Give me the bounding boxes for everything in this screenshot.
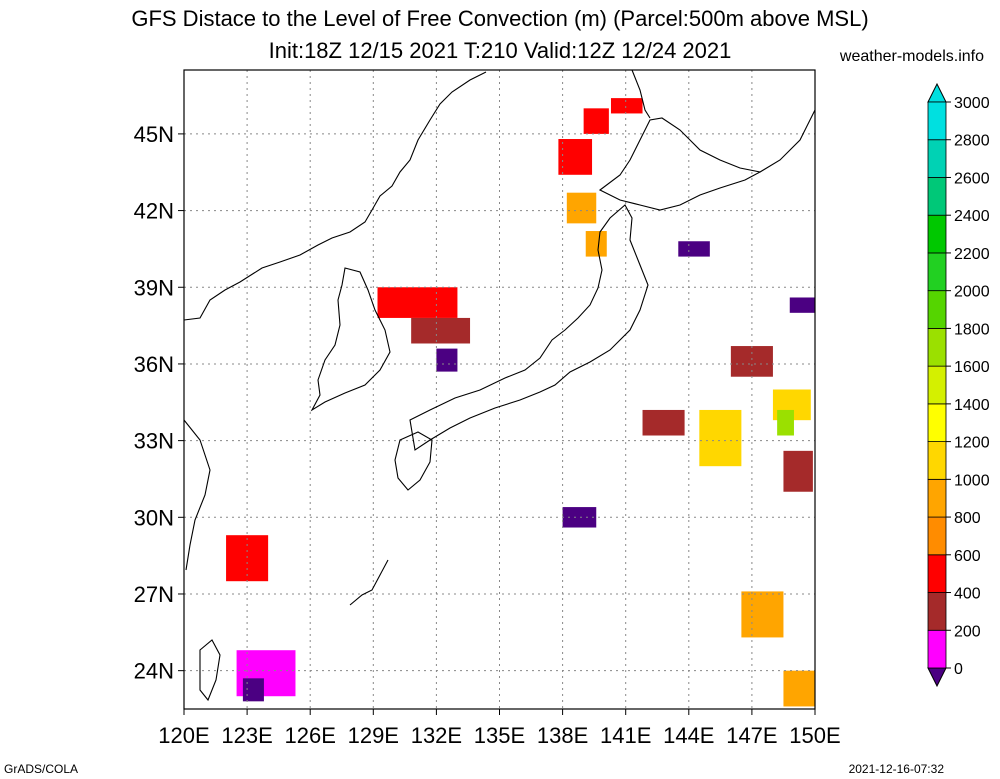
lon-tick-label-2: 126E (285, 723, 336, 748)
footer-timestamp: 2021-12-16-07:32 (848, 762, 944, 776)
lat-tick-label-3: 33N (134, 429, 174, 454)
colorbar-label-0: 0 (954, 661, 963, 678)
field-cell-pacific-east-brown-1 (730, 346, 773, 377)
colorbar-segment-14 (927, 101, 947, 141)
field-cell-korea-band-brown-0 (411, 317, 471, 344)
lat-tick-label-0: 24N (134, 659, 174, 684)
coastline-layer (183, 69, 816, 702)
lat-tick-label-1: 27N (134, 582, 174, 607)
colorbar-label-1: 200 (954, 623, 981, 640)
field-cell-pacific-east-brown-2 (783, 450, 813, 492)
lat-tick-label-5: 39N (134, 275, 174, 300)
field-cell-japan-sea-north-0 (566, 192, 597, 224)
field-cell-korea-purple-0 (436, 348, 458, 372)
lon-tick-label-8: 144E (663, 723, 714, 748)
colorbar-label-12: 2400 (954, 208, 990, 225)
lon-tick-label-4: 132E (411, 723, 462, 748)
lon-tick-label-10: 150E (789, 723, 840, 748)
colorbar-label-7: 1400 (954, 397, 990, 414)
colorbar-segment-0 (927, 629, 947, 669)
colorbar-label-15: 3000 (954, 95, 990, 112)
field-cell-japan-sea-north-1 (585, 231, 607, 257)
colorbar-label-14: 2800 (954, 133, 990, 150)
colorbar-label-13: 2600 (954, 170, 990, 187)
coastline-kyushu (394, 431, 433, 491)
lfc-field-layer (226, 98, 815, 707)
field-cell-pacific-east-yellow-0 (699, 409, 742, 467)
colorbar-segment-7 (927, 365, 947, 405)
field-cell-pacific-green-0 (777, 409, 794, 436)
lon-tick-label-1: 123E (221, 723, 272, 748)
coastline-honshu (409, 204, 649, 451)
field-cell-okinawa-red-0 (226, 535, 269, 582)
colorbar-label-10: 2000 (954, 284, 990, 301)
colorbar-segment-6 (927, 403, 947, 443)
colorbar-min-arrow (927, 667, 947, 688)
coastline-mainland (183, 71, 487, 321)
colorbar-label-3: 600 (954, 548, 981, 565)
colorbar-label-4: 800 (954, 510, 981, 527)
colorbar-label-6: 1200 (954, 435, 990, 452)
grid-lines (184, 70, 815, 709)
colorbar-segment-12 (927, 177, 947, 216)
lon-tick-label-5: 135E (474, 723, 525, 748)
colorbar-segment-11 (927, 214, 947, 254)
lat-tick-label-6: 42N (134, 199, 174, 224)
colorbar-segment-2 (927, 554, 947, 593)
field-cell-taiwan-purple-0 (242, 678, 264, 702)
colorbar-label-9: 1800 (954, 321, 990, 338)
coastline-china-south (183, 419, 211, 571)
field-cell-hokkaido-west-1 (610, 98, 643, 114)
colorbar-label-5: 1000 (954, 472, 990, 489)
colorbar-segment-9 (927, 290, 947, 329)
coastline-ryukyu (349, 559, 389, 606)
coastline-sakhalin (631, 69, 651, 119)
colorbar-segment-1 (927, 592, 947, 631)
axis-ticks: 120E 123E 126E 129E 132E 135E 138E 141E 144E 147E… (134, 122, 841, 748)
colorbar-label-2: 400 (954, 586, 981, 603)
colorbar-segment-8 (927, 327, 947, 367)
lat-tick-label-7: 45N (134, 122, 174, 147)
colorbar-segment-13 (927, 139, 947, 178)
lat-tick-label-2: 30N (134, 505, 174, 530)
field-cell-korea-band-0 (377, 287, 458, 318)
field-cell-east-purple-1 (789, 297, 815, 313)
map-subtitle: Init:18Z 12/15 2021 T:210 Valid:12Z 12/2… (268, 38, 732, 63)
colorbar: 0 200 400 600 800 1000 1200 1400 1600 1800 2000 220… (927, 82, 990, 688)
field-cell-southeast-orange-1 (783, 670, 815, 707)
lon-tick-label-3: 129E (348, 723, 399, 748)
lon-tick-label-0: 120E (158, 723, 209, 748)
coastline-kuril (759, 109, 816, 173)
field-cell-south-purple-0 (562, 507, 597, 528)
field-cell-hokkaido-west-0 (583, 108, 609, 134)
field-cell-hokkaido-west-2 (558, 139, 593, 175)
coastline-hokkaido (598, 117, 762, 211)
footer-grads-label: GrADS/COLA (4, 762, 79, 776)
lat-tick-label-4: 36N (134, 352, 174, 377)
coastline-taiwan (199, 639, 221, 702)
colorbar-segment-10 (927, 252, 947, 292)
colorbar-segment-5 (927, 441, 947, 480)
field-cell-southeast-orange-0 (741, 591, 784, 638)
colorbar-segment-3 (927, 516, 947, 556)
lon-tick-label-6: 138E (537, 723, 588, 748)
colorbar-max-arrow (927, 82, 947, 103)
colorbar-segment-4 (927, 478, 947, 518)
lon-tick-label-7: 141E (600, 723, 651, 748)
coastline-korea (310, 267, 391, 412)
field-cell-east-purple-0 (678, 241, 710, 257)
field-cell-pacific-east-brown-0 (642, 409, 685, 436)
colorbar-label-11: 2200 (954, 246, 990, 263)
map-title: GFS Distace to the Level of Free Convect… (131, 6, 869, 31)
brand-label[interactable]: weather-models.info (839, 48, 984, 65)
colorbar-label-8: 1600 (954, 359, 990, 376)
lon-tick-label-9: 147E (726, 723, 777, 748)
